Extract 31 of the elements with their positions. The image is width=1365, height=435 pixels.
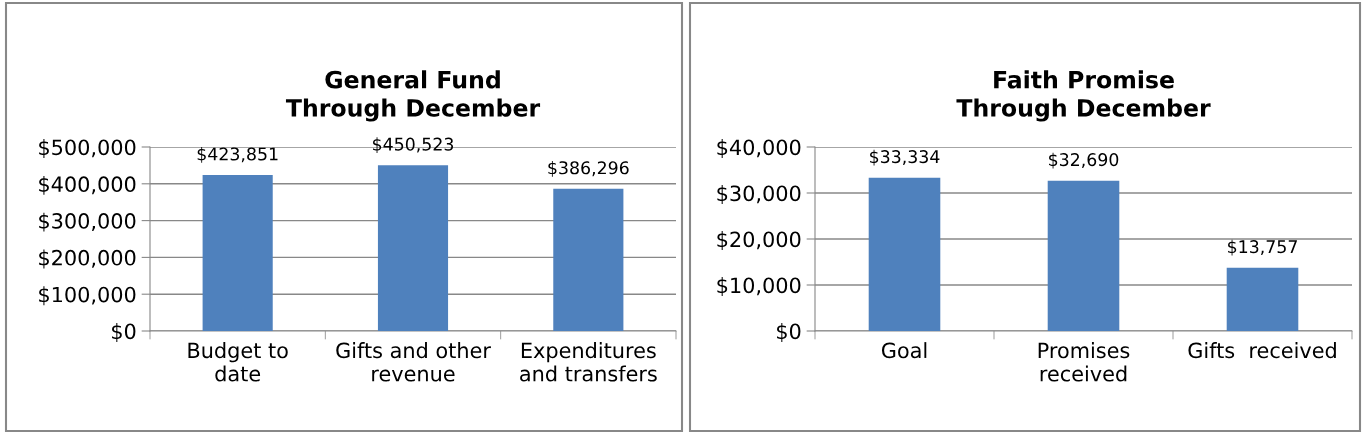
y-tick-label: $500,000 <box>39 139 136 158</box>
bar <box>1226 267 1299 331</box>
y-tick-label: $0 <box>777 323 801 342</box>
chart-title: General Fund Through December <box>285 70 541 122</box>
bar <box>202 175 273 331</box>
data-label: $386,296 <box>548 160 629 177</box>
y-tick-label: $0 <box>112 323 136 342</box>
y-tick-label: $20,000 <box>717 231 801 250</box>
y-tick-label: $400,000 <box>39 175 136 195</box>
data-label: $450,523 <box>373 137 454 154</box>
data-label: $33,334 <box>870 149 940 166</box>
x-tick-label: Gifts received <box>1188 342 1336 359</box>
x-tick-label: Promises received <box>1038 342 1130 382</box>
data-label: $13,757 <box>1228 239 1297 256</box>
bar <box>868 177 941 331</box>
y-tick-label: $30,000 <box>717 185 801 204</box>
y-tick-label: $300,000 <box>39 212 136 232</box>
x-tick-label: Goal <box>881 342 927 359</box>
x-tick-label: Expenditures and transfers <box>520 342 657 382</box>
y-tick-label: $40,000 <box>717 139 801 158</box>
bar <box>377 165 449 331</box>
x-tick-label: Gifts and other revenue <box>336 342 491 382</box>
y-tick-label: $200,000 <box>39 249 136 269</box>
data-label: $32,690 <box>1049 152 1119 169</box>
bar <box>1047 180 1120 331</box>
bar <box>553 188 624 331</box>
y-tick-label: $100,000 <box>39 286 136 306</box>
data-label: $423,851 <box>197 147 278 163</box>
chart-title: Faith Promise Through December <box>956 70 1211 122</box>
x-tick-label: Budget to date <box>188 342 288 382</box>
y-tick-label: $10,000 <box>717 277 801 296</box>
